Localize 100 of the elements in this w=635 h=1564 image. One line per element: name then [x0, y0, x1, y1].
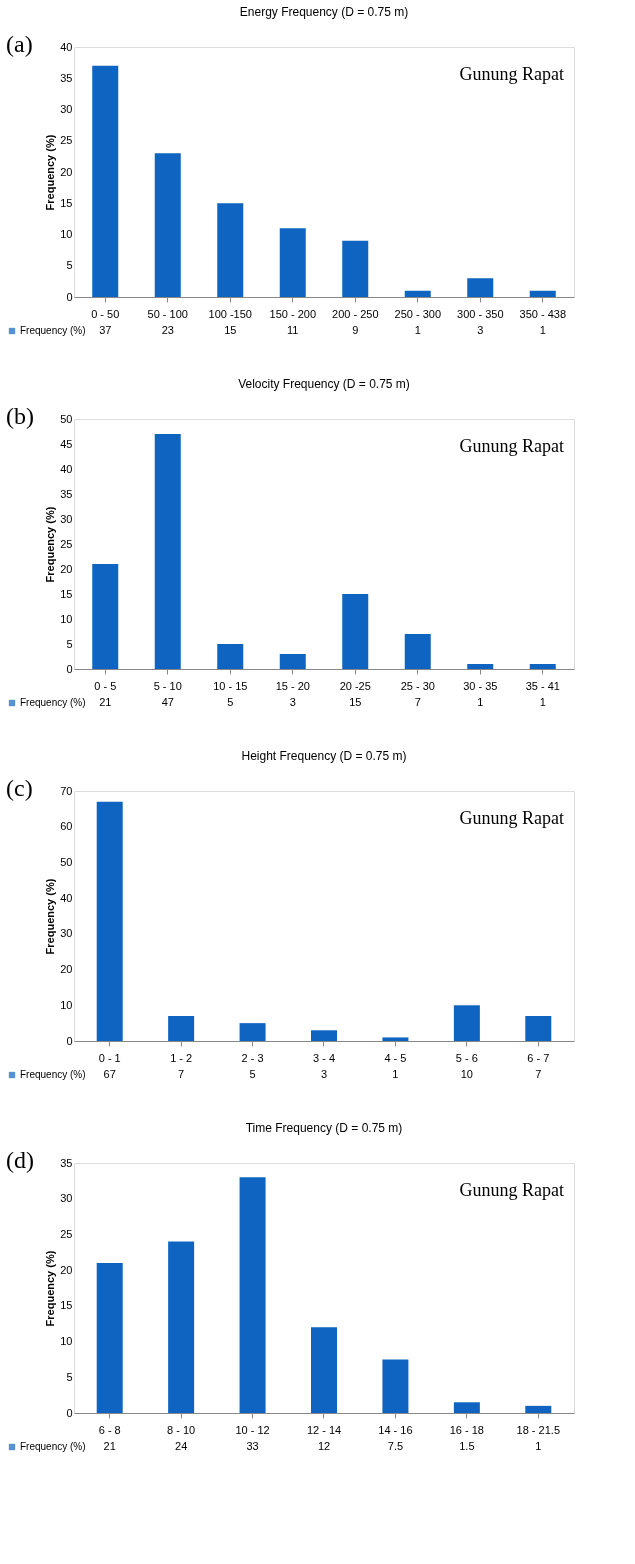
x-tick-label: 0 - 5	[94, 679, 117, 692]
bar	[382, 1037, 409, 1041]
y-tick-label: 15	[60, 587, 73, 600]
x-tick-label: 250 - 300	[394, 307, 441, 320]
y-axis-title: Frequency (%)	[44, 506, 57, 583]
data-label: 1	[535, 1440, 542, 1452]
annotation: Gunung Rapat	[459, 808, 564, 828]
x-tick-label: 10 - 12	[235, 1423, 270, 1436]
data-label: 11	[287, 324, 299, 336]
y-tick-label: 0	[66, 1034, 73, 1047]
data-label: 15	[349, 696, 362, 708]
chart-title: Time Frequency (D = 0.75 m)	[245, 1121, 403, 1135]
data-label: 3	[320, 1068, 328, 1080]
x-tick-label: 4 - 5	[384, 1051, 407, 1064]
bar	[96, 1263, 123, 1413]
y-tick-label: 0	[66, 1406, 73, 1419]
bar	[217, 203, 244, 297]
bar	[529, 290, 556, 297]
y-tick-label: 35	[60, 487, 73, 500]
legend-label: Frequency (%)	[20, 1069, 86, 1080]
bar	[525, 1405, 552, 1413]
bar	[154, 153, 181, 297]
y-tick-label: 25	[60, 1227, 73, 1240]
y-tick-label: 20	[60, 1263, 73, 1276]
text: (c)	[6, 775, 33, 801]
bar	[467, 278, 494, 297]
bar	[92, 564, 119, 669]
x-tick-label: 3 - 4	[312, 1051, 336, 1064]
y-tick-label: 40	[60, 891, 73, 904]
data-label: 23	[161, 324, 174, 336]
y-tick-label: 40	[60, 462, 73, 475]
data-label: 7	[535, 1068, 542, 1080]
bar	[382, 1359, 409, 1413]
data-label: 7.5	[387, 1440, 404, 1452]
bar	[168, 1241, 195, 1413]
y-tick-label: 20	[60, 165, 73, 178]
y-axis-title: Frequency (%)	[44, 134, 57, 211]
data-label: 21	[99, 696, 112, 708]
x-tick-label: 15 - 20	[275, 679, 310, 692]
legend-label: Frequency (%)	[20, 697, 86, 708]
chart-title: Height Frequency (D = 0.75 m)	[241, 749, 407, 763]
data-label: 3	[289, 696, 296, 708]
chart-title: Energy Frequency (D = 0.75 m)	[239, 5, 409, 19]
y-tick-label: 20	[60, 963, 73, 976]
data-label: 1.5	[459, 1440, 475, 1452]
x-tick-label: 25 - 30	[400, 679, 435, 692]
x-tick-label: 150 - 200	[269, 307, 316, 320]
bar	[96, 801, 123, 1041]
legend-label: Frequency (%)	[20, 1441, 86, 1452]
y-tick-label: 20	[60, 562, 73, 575]
y-axis-title: Frequency (%)	[44, 878, 57, 955]
x-tick-label: 100 -150	[208, 307, 252, 320]
y-tick-label: 35	[60, 1156, 73, 1169]
x-tick-label: 30 - 35	[463, 679, 498, 692]
data-label: 3	[477, 324, 484, 336]
y-tick-label: 5	[66, 1370, 73, 1383]
y-tick-label: 30	[60, 927, 73, 940]
bar	[279, 228, 306, 297]
data-label: 21	[103, 1440, 116, 1452]
bar	[239, 1177, 266, 1413]
bar	[467, 664, 494, 669]
bar	[154, 434, 181, 669]
y-tick-label: 60	[60, 820, 73, 833]
x-tick-label: 20 -25	[339, 679, 371, 692]
y-tick-label: 15	[60, 196, 73, 209]
y-tick-label: 70	[60, 784, 73, 797]
bar	[92, 65, 119, 297]
data-label: 33	[246, 1440, 259, 1452]
data-label: 47	[161, 696, 174, 708]
bar	[404, 290, 431, 297]
bar	[342, 594, 369, 669]
y-tick-label: 30	[60, 103, 73, 115]
data-label: 1	[477, 696, 484, 708]
y-tick-label: 10	[60, 1335, 73, 1348]
x-tick-label: 14 - 16	[378, 1423, 413, 1436]
x-tick-label: 1 - 2	[170, 1051, 193, 1064]
chart-title: Velocity Frequency (D = 0.75 m)	[238, 377, 410, 391]
data-label: 5	[249, 1068, 256, 1080]
data-label: 1	[539, 324, 546, 336]
data-label: 12	[317, 1440, 331, 1452]
bar	[279, 654, 306, 669]
y-tick-label: 45	[60, 437, 73, 450]
annotation: Gunung Rapat	[459, 64, 564, 84]
y-tick-label: 10	[60, 998, 73, 1011]
x-tick-label: 300 - 350	[457, 307, 504, 320]
annotation: Gunung Rapat	[459, 436, 564, 456]
y-tick-label: 30	[60, 1192, 73, 1205]
x-tick-label: 18 - 21.5	[516, 1423, 560, 1436]
x-tick-label: 12 - 14	[306, 1423, 342, 1436]
y-tick-label: 10	[60, 612, 73, 625]
text: (d)	[6, 1147, 34, 1173]
bar	[168, 1016, 195, 1041]
x-tick-label: 0 - 50	[91, 307, 120, 320]
y-tick-label: 50	[60, 412, 73, 425]
x-tick-label: 2 - 3	[241, 1051, 264, 1064]
annotation: Gunung Rapat	[459, 1180, 564, 1200]
y-axis-title: Frequency (%)	[44, 1250, 57, 1327]
data-label: 1	[539, 696, 546, 708]
y-tick-label: 5	[66, 259, 73, 272]
y-tick-label: 15	[60, 1299, 73, 1312]
